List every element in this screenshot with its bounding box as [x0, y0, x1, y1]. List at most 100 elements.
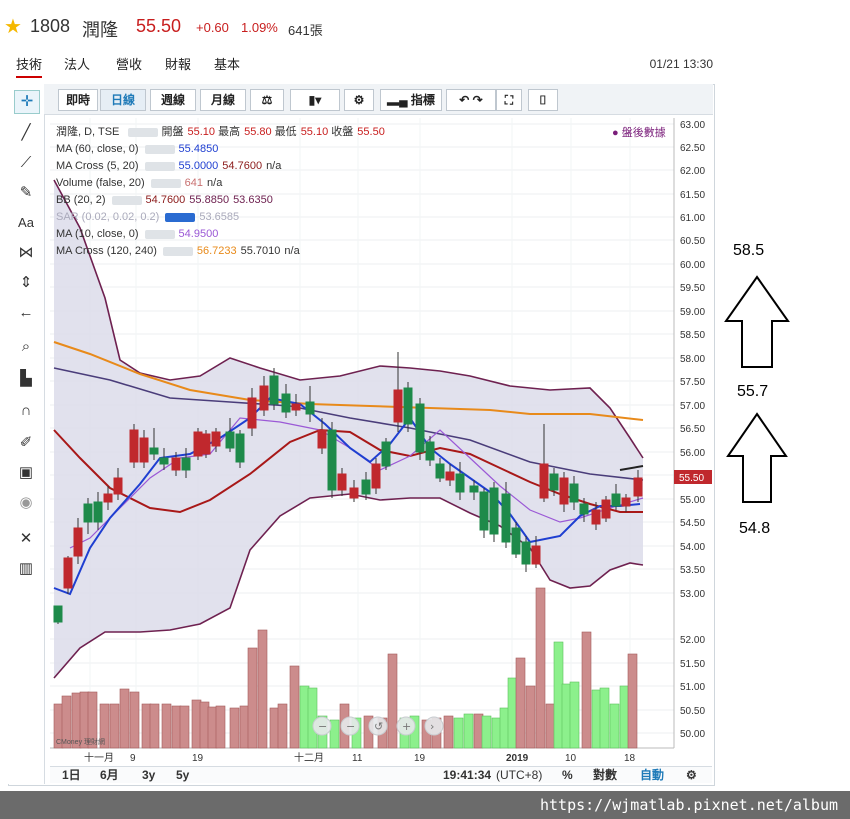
volume-bar — [257, 629, 268, 749]
tab-financials[interactable]: 財報 — [165, 57, 192, 72]
settings-gear-icon[interactable]: ⚙ — [686, 768, 697, 782]
x-tick-label: 10 — [565, 753, 577, 764]
tools-icon[interactable]: ✕ — [19, 530, 33, 547]
high-value: 55.80 — [244, 126, 272, 138]
fork-tool-icon[interactable]: ⟋ — [20, 154, 32, 171]
candle-body — [129, 429, 139, 463]
candle-body — [633, 477, 643, 497]
macross5-v1: 55.0000 — [178, 160, 219, 172]
drawing-toolbar: ✛ ╱ ⟋ ✎ Aa ⋈ ⇕ ← ⌕ ▙ ∩ ✐ ▣ ◉ ✕ ▥ — [8, 84, 45, 784]
sar-value: 53.6585 — [199, 211, 240, 223]
y-tick-label: 54.50 — [680, 518, 705, 529]
volume-bar — [247, 647, 258, 749]
volume-bar — [299, 685, 310, 749]
candle-body — [181, 457, 191, 471]
timezone: (UTC+8) — [496, 768, 543, 782]
arrow-left-icon[interactable]: ← — [18, 304, 34, 321]
y-tick-label: 51.00 — [680, 682, 705, 693]
stock-change: +0.60 — [196, 20, 229, 35]
candle-body — [225, 431, 235, 449]
volume-bar — [307, 687, 318, 749]
range-1d[interactable]: 1日 — [62, 768, 81, 782]
candle-body — [269, 375, 279, 405]
magnet-icon[interactable]: ∩ — [20, 402, 32, 419]
stock-header: ★ 1808 潤隆 55.50 +0.60 1.09% 641張 — [0, 0, 850, 50]
indicator-button[interactable]: ▂▄ 指標 — [380, 89, 442, 111]
candle-body — [113, 477, 123, 495]
x-tick-label: 十一月 — [84, 751, 114, 764]
lock-icon[interactable]: ▣ — [18, 464, 34, 481]
ma10-label: MA (10, close, 0) — [56, 228, 139, 240]
legend-controls-icon[interactable] — [111, 195, 142, 205]
legend-controls-icon[interactable] — [128, 127, 159, 137]
tab-technical[interactable]: 技術 — [16, 54, 43, 78]
after-hours-label: 盤後數據 — [621, 127, 666, 139]
settings-gear-icon[interactable]: ⚙ — [344, 89, 374, 111]
legend-controls-icon[interactable] — [162, 246, 193, 256]
legend-ma60: MA (60, close, 0) 55.4850 — [56, 141, 385, 158]
legend-controls-icon[interactable] — [144, 144, 175, 154]
legend-controls-icon[interactable] — [150, 178, 181, 188]
nav-button — [424, 716, 444, 736]
range-6m[interactable]: 6月 — [100, 768, 119, 782]
chart-type-icon[interactable]: ▮▾ — [290, 89, 340, 111]
realtime-button[interactable]: 即時 — [58, 89, 98, 111]
range-5y[interactable]: 5y — [176, 768, 190, 782]
tab-institutional[interactable]: 法人 — [64, 57, 91, 72]
range-3y[interactable]: 3y — [142, 768, 156, 782]
ruler-icon[interactable]: ▙ — [20, 370, 32, 387]
candle-body — [521, 541, 531, 565]
monthly-button[interactable]: 月線 — [200, 89, 246, 111]
volume-bar — [141, 703, 152, 749]
price-chart[interactable]: 63.00 62.50 62.00 61.50 61.00 60.50 60.00 59.50… — [50, 118, 712, 768]
nav-button — [340, 716, 360, 736]
macross120-v2: 55.7010 — [240, 245, 281, 257]
candle-body — [139, 437, 149, 463]
measure-icon[interactable]: ⇕ — [19, 274, 33, 291]
after-hours-data[interactable]: ● 盤後數據 — [612, 127, 666, 139]
tab-fundamentals[interactable]: 基本 — [214, 57, 241, 72]
compare-icon[interactable]: ⚖ — [250, 89, 284, 111]
percent-toggle[interactable]: % — [562, 768, 573, 782]
volume-bar — [627, 653, 638, 749]
candle-body — [259, 385, 269, 411]
trash-icon[interactable]: ▥ — [18, 560, 34, 577]
volume-bar — [463, 713, 474, 749]
pattern-icon[interactable]: ⋈ — [18, 244, 34, 261]
daily-button[interactable]: 日線 — [100, 89, 146, 111]
eye-icon[interactable]: ◉ — [19, 494, 33, 511]
tab-revenue[interactable]: 營收 — [116, 57, 143, 72]
auto-toggle[interactable]: 自動 — [640, 768, 665, 782]
legend-controls-icon[interactable] — [144, 161, 175, 171]
crosshair-icon[interactable]: ✛ — [14, 90, 40, 114]
legend-controls-icon[interactable] — [165, 212, 196, 222]
pencil-lock-icon[interactable]: ✐ — [19, 434, 33, 451]
brush-icon[interactable]: ✎ — [19, 184, 33, 201]
volume-bar — [191, 699, 202, 749]
fullscreen-icon[interactable]: ⛶ — [496, 89, 522, 111]
volume-bar — [599, 687, 610, 749]
ma10-value: 54.9500 — [178, 228, 219, 240]
data-datetime: 01/21 13:30 — [649, 57, 713, 71]
legend-controls-icon[interactable] — [144, 229, 175, 239]
ma-line-20 — [53, 428, 643, 514]
undo-redo-icon[interactable]: ↶ ↷ — [446, 89, 496, 111]
y-tick-label: 60.00 — [680, 260, 705, 271]
candle-body — [281, 393, 291, 413]
favorite-star-icon[interactable]: ★ — [4, 16, 22, 38]
weekly-button[interactable]: 週線 — [150, 89, 196, 111]
trendline-icon[interactable]: ╱ — [21, 124, 31, 141]
bottom-bar: 1日 6月 3y 5y 19:41:34 (UTC+8) % 對數 自動 ⚙ — [50, 766, 712, 783]
footer-url: https://wjmatlab.pixnet.net/album — [539, 796, 838, 814]
macross120-v3: n/a — [284, 245, 300, 257]
open-label: 開盤 — [161, 126, 184, 138]
camera-icon[interactable]: ⌷ — [528, 89, 558, 111]
bollinger-band-fill — [54, 180, 643, 678]
stock-volume: 641張 — [288, 23, 323, 38]
text-tool-icon[interactable]: Aa — [18, 215, 34, 230]
log-toggle[interactable]: 對數 — [593, 768, 618, 782]
candle-body — [149, 447, 159, 455]
candle-body — [611, 493, 621, 507]
zoom-icon[interactable]: ⌕ — [21, 338, 31, 355]
last-price-label: 55.50 — [679, 473, 704, 484]
